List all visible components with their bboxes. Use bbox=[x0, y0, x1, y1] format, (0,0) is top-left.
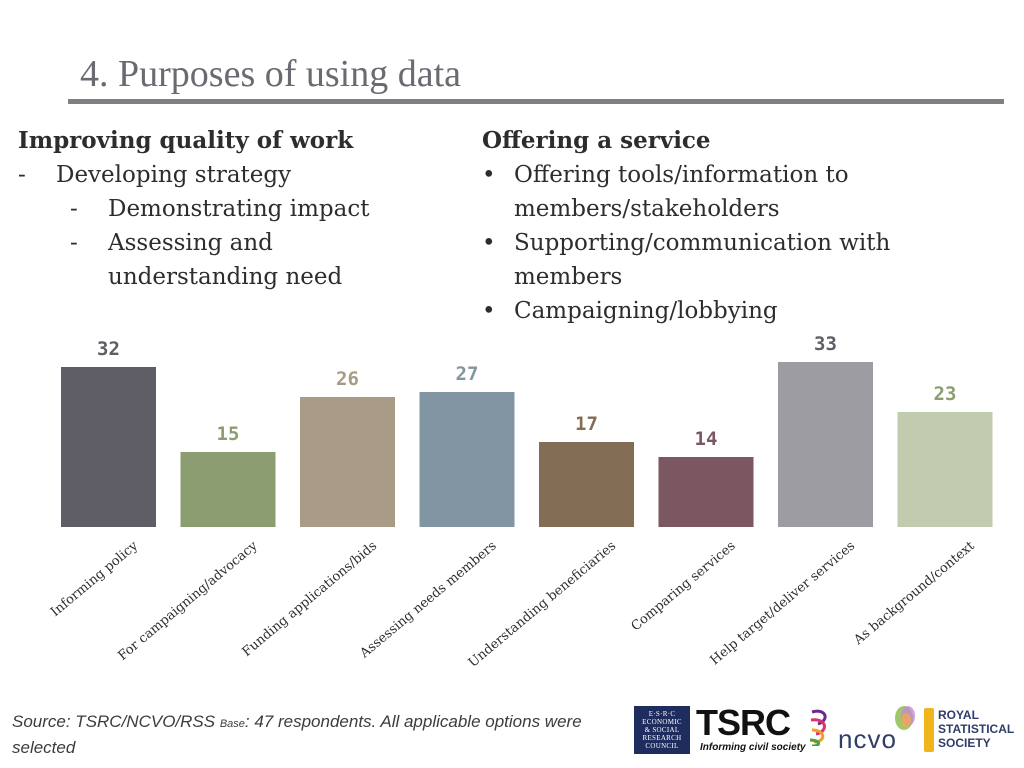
bar-5 bbox=[539, 442, 634, 527]
bar-chart: 32 Informing policy 15 For campaigning/advo… bbox=[48, 333, 993, 671]
source-rest-text: : 47 respondents. All applicable options… bbox=[12, 712, 582, 757]
right-list-item: • Supporting/communication with members bbox=[482, 226, 974, 294]
bar-value-label: 17 bbox=[575, 413, 598, 435]
left-list-item: - Assessing and understanding need bbox=[18, 226, 408, 294]
right-list-item: • Offering tools/information to members/… bbox=[482, 158, 914, 226]
tsrc-logo-word: TSRC bbox=[696, 702, 791, 743]
bullet-marker: • bbox=[482, 230, 496, 256]
esrc-logo-line: COUNCIL bbox=[645, 742, 679, 750]
rss-badge-icon bbox=[924, 708, 934, 752]
swirl-icon bbox=[809, 709, 827, 746]
right-heading: Offering a service bbox=[482, 127, 711, 154]
category-label: Funding applications/bids bbox=[239, 539, 380, 660]
source-main-text: Source: TSRC/NCVO/RSS bbox=[12, 712, 220, 731]
ncvo-mark-icon bbox=[895, 706, 915, 730]
page-title: 4. Purposes of using data bbox=[80, 53, 462, 95]
esrc-logo: E·S·R·C ECONOMIC & SOCIAL RESEARCH COUNC… bbox=[634, 706, 690, 754]
title-divider bbox=[68, 99, 1004, 104]
bar-value-label: 26 bbox=[336, 368, 359, 390]
bar-6 bbox=[658, 457, 754, 527]
bullet-marker: • bbox=[482, 162, 496, 188]
bar-value-label: 33 bbox=[814, 333, 837, 355]
right-item-text: Supporting/communication with members bbox=[514, 230, 891, 290]
left-list-item: - Demonstrating impact bbox=[18, 192, 458, 226]
bar-value-label: 15 bbox=[217, 423, 240, 445]
rss-logo-line: ROYAL bbox=[938, 708, 979, 722]
dash-marker: - bbox=[18, 162, 26, 188]
tsrc-logo: TSRC Informing civil society bbox=[696, 704, 836, 756]
rss-logo-line: SOCIETY bbox=[938, 736, 991, 750]
bar-4 bbox=[419, 392, 515, 527]
right-item-text: Offering tools/information to members/st… bbox=[514, 162, 849, 222]
bar-8 bbox=[897, 412, 993, 527]
bullet-marker: • bbox=[482, 298, 496, 324]
left-heading: Improving quality of work bbox=[18, 127, 354, 154]
ncvo-logo: ncvo bbox=[834, 704, 920, 756]
esrc-logo-line: RESEARCH bbox=[642, 734, 682, 742]
left-list-item: - Developing strategy bbox=[18, 158, 458, 192]
right-column: Offering a service • Offering tools/info… bbox=[482, 124, 1002, 328]
rss-logo-text: ROYAL STATISTICAL SOCIETY bbox=[938, 708, 1014, 750]
bar-value-label: 32 bbox=[97, 338, 120, 360]
ncvo-logo-word: ncvo bbox=[838, 724, 897, 754]
bar-1 bbox=[61, 367, 156, 527]
esrc-logo-line: & SOCIAL bbox=[644, 726, 680, 734]
category-label: As background/context bbox=[851, 538, 979, 648]
dash-marker: - bbox=[70, 196, 78, 222]
tsrc-logo-tagline: Informing civil society bbox=[700, 742, 806, 753]
category-label: Comparing services bbox=[628, 539, 738, 635]
category-label: For campaigning/advocacy bbox=[115, 538, 261, 664]
left-item-text: Developing strategy bbox=[56, 162, 292, 188]
bar-value-label: 14 bbox=[695, 428, 718, 450]
bar-value-label: 27 bbox=[456, 363, 479, 385]
category-label: Assessing needs members bbox=[357, 539, 500, 662]
right-item-text: Campaigning/lobbying bbox=[514, 298, 778, 324]
bar-3 bbox=[300, 397, 395, 527]
source-base-text: Base bbox=[219, 718, 245, 730]
left-item-text: Assessing and understanding need bbox=[108, 230, 343, 290]
dash-marker: - bbox=[70, 230, 78, 256]
esrc-logo-line: ECONOMIC bbox=[642, 718, 682, 726]
bar-7 bbox=[778, 362, 873, 527]
esrc-logo-line: E·S·R·C bbox=[648, 710, 676, 718]
category-label: Help target/deliver services bbox=[708, 539, 859, 669]
partner-logos: E·S·R·C ECONOMIC & SOCIAL RESEARCH COUNC… bbox=[634, 700, 1024, 760]
source-note: Source: TSRC/NCVO/RSS Base: 47 responden… bbox=[12, 710, 612, 759]
rss-logo-line: STATISTICAL bbox=[938, 722, 1015, 736]
right-list-item: • Campaigning/lobbying bbox=[482, 294, 1002, 328]
bar-2 bbox=[180, 452, 276, 527]
category-label: Informing policy bbox=[48, 538, 141, 620]
left-item-text: Demonstrating impact bbox=[108, 196, 370, 222]
left-column: Improving quality of work - Developing s… bbox=[18, 124, 458, 294]
bar-value-label: 23 bbox=[934, 383, 957, 405]
rss-logo: ROYAL STATISTICAL SOCIETY bbox=[924, 706, 1024, 754]
